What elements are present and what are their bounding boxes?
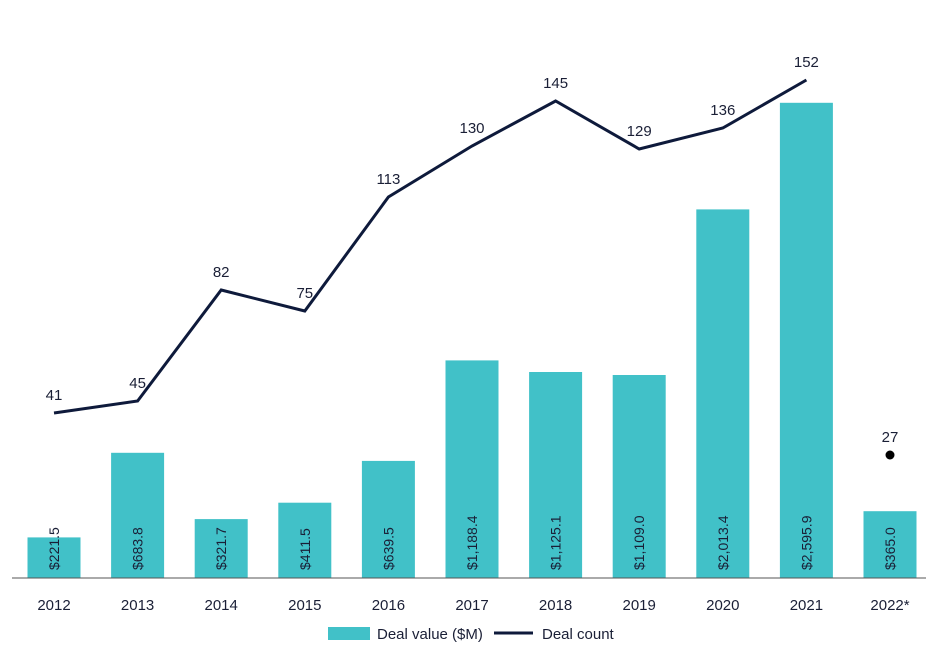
x-tick-label: 2015 <box>288 597 321 614</box>
bar-2019 <box>612 375 666 578</box>
bar-value-label: $1,125.1 <box>548 515 564 570</box>
x-tick-label: 2017 <box>455 597 488 614</box>
bar-2022* <box>863 511 917 578</box>
bar-value-label: $683.8 <box>130 527 146 570</box>
deal-count-labels: 41 45 82 75 113 130 145 129 136 152 27 <box>46 54 899 446</box>
legend-bar-swatch <box>328 627 370 640</box>
deal-count-label: 130 <box>459 120 484 137</box>
legend: Deal value ($M) Deal count <box>328 626 615 643</box>
bar-series <box>27 102 917 579</box>
bar-value-label: $221.5 <box>46 527 62 570</box>
deal-count-label: 75 <box>296 285 313 302</box>
bar-value-label: $1,188.4 <box>464 515 480 570</box>
bar-2016 <box>361 460 415 578</box>
deal-count-label: 27 <box>882 429 899 446</box>
bar-label-group: $221.5 $683.8 $321.7 $411.5 $639.5 $1,188.4 $1… <box>46 515 898 570</box>
x-tick-label: 2012 <box>37 597 70 614</box>
deal-count-point-2022* <box>885 450 895 460</box>
deal-count-label: 129 <box>627 123 652 140</box>
bar-2017 <box>445 360 499 578</box>
bar-value-label: $639.5 <box>380 527 396 570</box>
bar-value-label: $365.0 <box>882 527 898 570</box>
bar-value-label: $1,109.0 <box>631 515 647 570</box>
x-tick-label: 2018 <box>539 597 572 614</box>
bar-2020 <box>696 209 750 578</box>
x-tick-label: 2016 <box>372 597 405 614</box>
x-tick-labels: 2012 2013 2014 2015 2016 2017 2018 2019 2020 2021… <box>37 597 909 614</box>
bar-value-label: $2,013.4 <box>715 515 731 570</box>
bar-2021 <box>779 102 833 579</box>
x-tick-label: 2020 <box>706 597 739 614</box>
bar-2014 <box>194 519 248 578</box>
x-tick-label: 2014 <box>205 597 238 614</box>
legend-line-label: Deal count <box>542 626 615 643</box>
deal-count-label: 82 <box>213 264 230 281</box>
deal-count-points <box>885 450 895 460</box>
deal-count-line <box>53 78 808 415</box>
bar-value-label: $411.5 <box>297 528 313 570</box>
bar-value-label: $2,595.9 <box>798 515 814 570</box>
bar-2018 <box>529 372 583 578</box>
deal-count-label: 41 <box>46 387 63 404</box>
bar-value-label: $321.7 <box>213 527 229 570</box>
deal-count-label: 45 <box>129 375 146 392</box>
deal-count-label: 145 <box>543 75 568 92</box>
deal-count-label: 136 <box>710 102 735 119</box>
bar-2015 <box>278 502 332 578</box>
deal-count-label: 113 <box>376 171 400 188</box>
bar-2013 <box>111 452 165 578</box>
x-tick-label: 2022* <box>870 597 909 614</box>
x-tick-label: 2019 <box>623 597 656 614</box>
deal-count-label: 152 <box>794 54 819 71</box>
bar-2012 <box>27 537 81 578</box>
x-tick-label: 2021 <box>790 597 823 614</box>
legend-bar-label: Deal value ($M) <box>377 626 483 643</box>
x-tick-label: 2013 <box>121 597 154 614</box>
